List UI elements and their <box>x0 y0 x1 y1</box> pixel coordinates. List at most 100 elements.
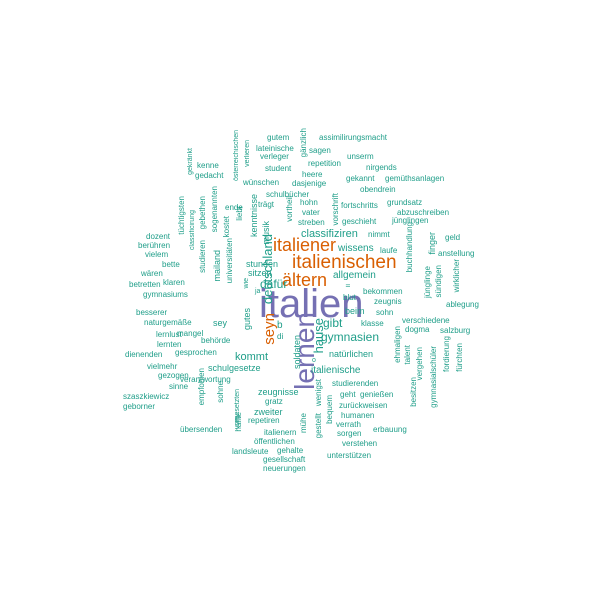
word: anstellung <box>438 249 475 258</box>
word: sorgen <box>337 429 362 438</box>
word: verantwortung <box>180 375 231 384</box>
word: classifiziren <box>301 228 358 240</box>
word: zeugnisse <box>258 387 299 397</box>
word: bequem <box>325 395 334 424</box>
word: italienische <box>311 365 361 376</box>
word: italiener <box>273 235 337 255</box>
word: neuerungen <box>263 464 306 473</box>
word: gestellt <box>314 413 323 439</box>
word: italienischen <box>292 252 397 273</box>
word: gesellschaft <box>263 455 306 464</box>
word: empfohlen <box>197 368 206 406</box>
word: jünglinge <box>423 266 432 299</box>
word: schulgesetze <box>208 363 261 373</box>
word: studierenden <box>332 379 379 388</box>
word: gemüthsanlagen <box>385 174 445 183</box>
word: gutes <box>242 308 252 331</box>
word: wissens <box>338 243 374 254</box>
word: universitäten <box>225 238 234 284</box>
word: wären <box>141 269 163 278</box>
word: sündigen <box>434 265 443 298</box>
word: wie <box>243 278 250 289</box>
word: humanen <box>341 411 375 420</box>
word: sitzen <box>248 268 272 278</box>
word: verleger <box>260 152 289 161</box>
word: fürchten <box>455 343 464 372</box>
word: lateinische <box>256 144 294 153</box>
word: mailand <box>212 250 222 282</box>
word: grundsatz <box>387 198 423 207</box>
word: gedacht <box>195 171 224 180</box>
word: unserm <box>347 152 374 161</box>
word: kenntnisse <box>249 194 259 238</box>
word: natürlichen <box>329 349 374 359</box>
word: behörde <box>201 336 231 345</box>
word: vortheil <box>285 196 294 222</box>
word: italien <box>259 282 364 326</box>
word: österreichischen <box>233 130 240 181</box>
word: liebt <box>235 206 244 221</box>
word: di <box>277 332 284 341</box>
word: kostet <box>222 216 231 238</box>
word: mühe <box>299 413 308 434</box>
word: bette <box>162 260 180 269</box>
word: dogma <box>405 325 430 334</box>
word: seyn <box>261 313 278 345</box>
word: dienenden <box>125 350 163 359</box>
word: gesprochen <box>175 348 217 357</box>
word: gymnasiums <box>143 290 188 299</box>
word: laufe <box>380 246 398 255</box>
word: betretten <box>129 280 161 289</box>
word: beim <box>345 306 365 316</box>
word: ältern <box>282 270 328 290</box>
word: zeugnis <box>374 297 402 306</box>
word: klaren <box>163 278 185 287</box>
word: schulbücher <box>266 190 310 199</box>
word: repetition <box>308 159 341 168</box>
word: verrath <box>336 420 361 429</box>
word: verschiedene <box>402 316 450 325</box>
word: student <box>265 164 292 173</box>
word: gehalte <box>277 446 304 455</box>
word: zurückweisen <box>339 401 388 410</box>
word: buchhandlung <box>405 222 414 273</box>
word: bekommen <box>363 287 403 296</box>
word: dasjenige <box>292 179 327 188</box>
word: gänzlich <box>299 128 308 158</box>
word: finger <box>427 232 437 255</box>
word: gratz <box>265 397 283 406</box>
word: sohn <box>376 308 394 317</box>
word: klasse <box>361 319 384 328</box>
word: stunden <box>246 259 279 269</box>
word: geborner <box>123 402 156 411</box>
word: kenne <box>197 161 219 170</box>
word: jünglingen <box>392 216 429 225</box>
word: blut <box>343 293 356 302</box>
word: besitzen <box>409 377 418 407</box>
word: vater <box>302 208 320 217</box>
word: geschieht <box>342 217 377 226</box>
word: fordierung <box>442 336 451 373</box>
word: ende <box>225 203 243 212</box>
word: o <box>312 357 316 364</box>
word: gekränkt <box>187 148 194 175</box>
word: vielem <box>145 250 169 259</box>
word: abzuschreiben <box>397 208 450 217</box>
word: übersenden <box>180 425 223 434</box>
word: dozent <box>146 232 171 241</box>
word: wirklicher <box>452 259 461 293</box>
word: nirgends <box>366 163 397 172</box>
word: obendrein <box>360 185 396 194</box>
word: musik <box>261 221 271 245</box>
word: assimilirungsmacht <box>319 133 388 142</box>
word: gibt <box>323 316 343 330</box>
word: heere <box>302 170 323 179</box>
word: erbauung <box>373 425 407 434</box>
word: naturgemäße <box>144 318 192 327</box>
word: wenigst <box>314 379 323 407</box>
word: fortschritts <box>341 201 378 210</box>
word: sogenannten <box>210 186 219 233</box>
word: nimmt <box>368 230 390 239</box>
word: lernlust <box>156 330 182 339</box>
word: gymnasialschüler <box>429 346 438 408</box>
